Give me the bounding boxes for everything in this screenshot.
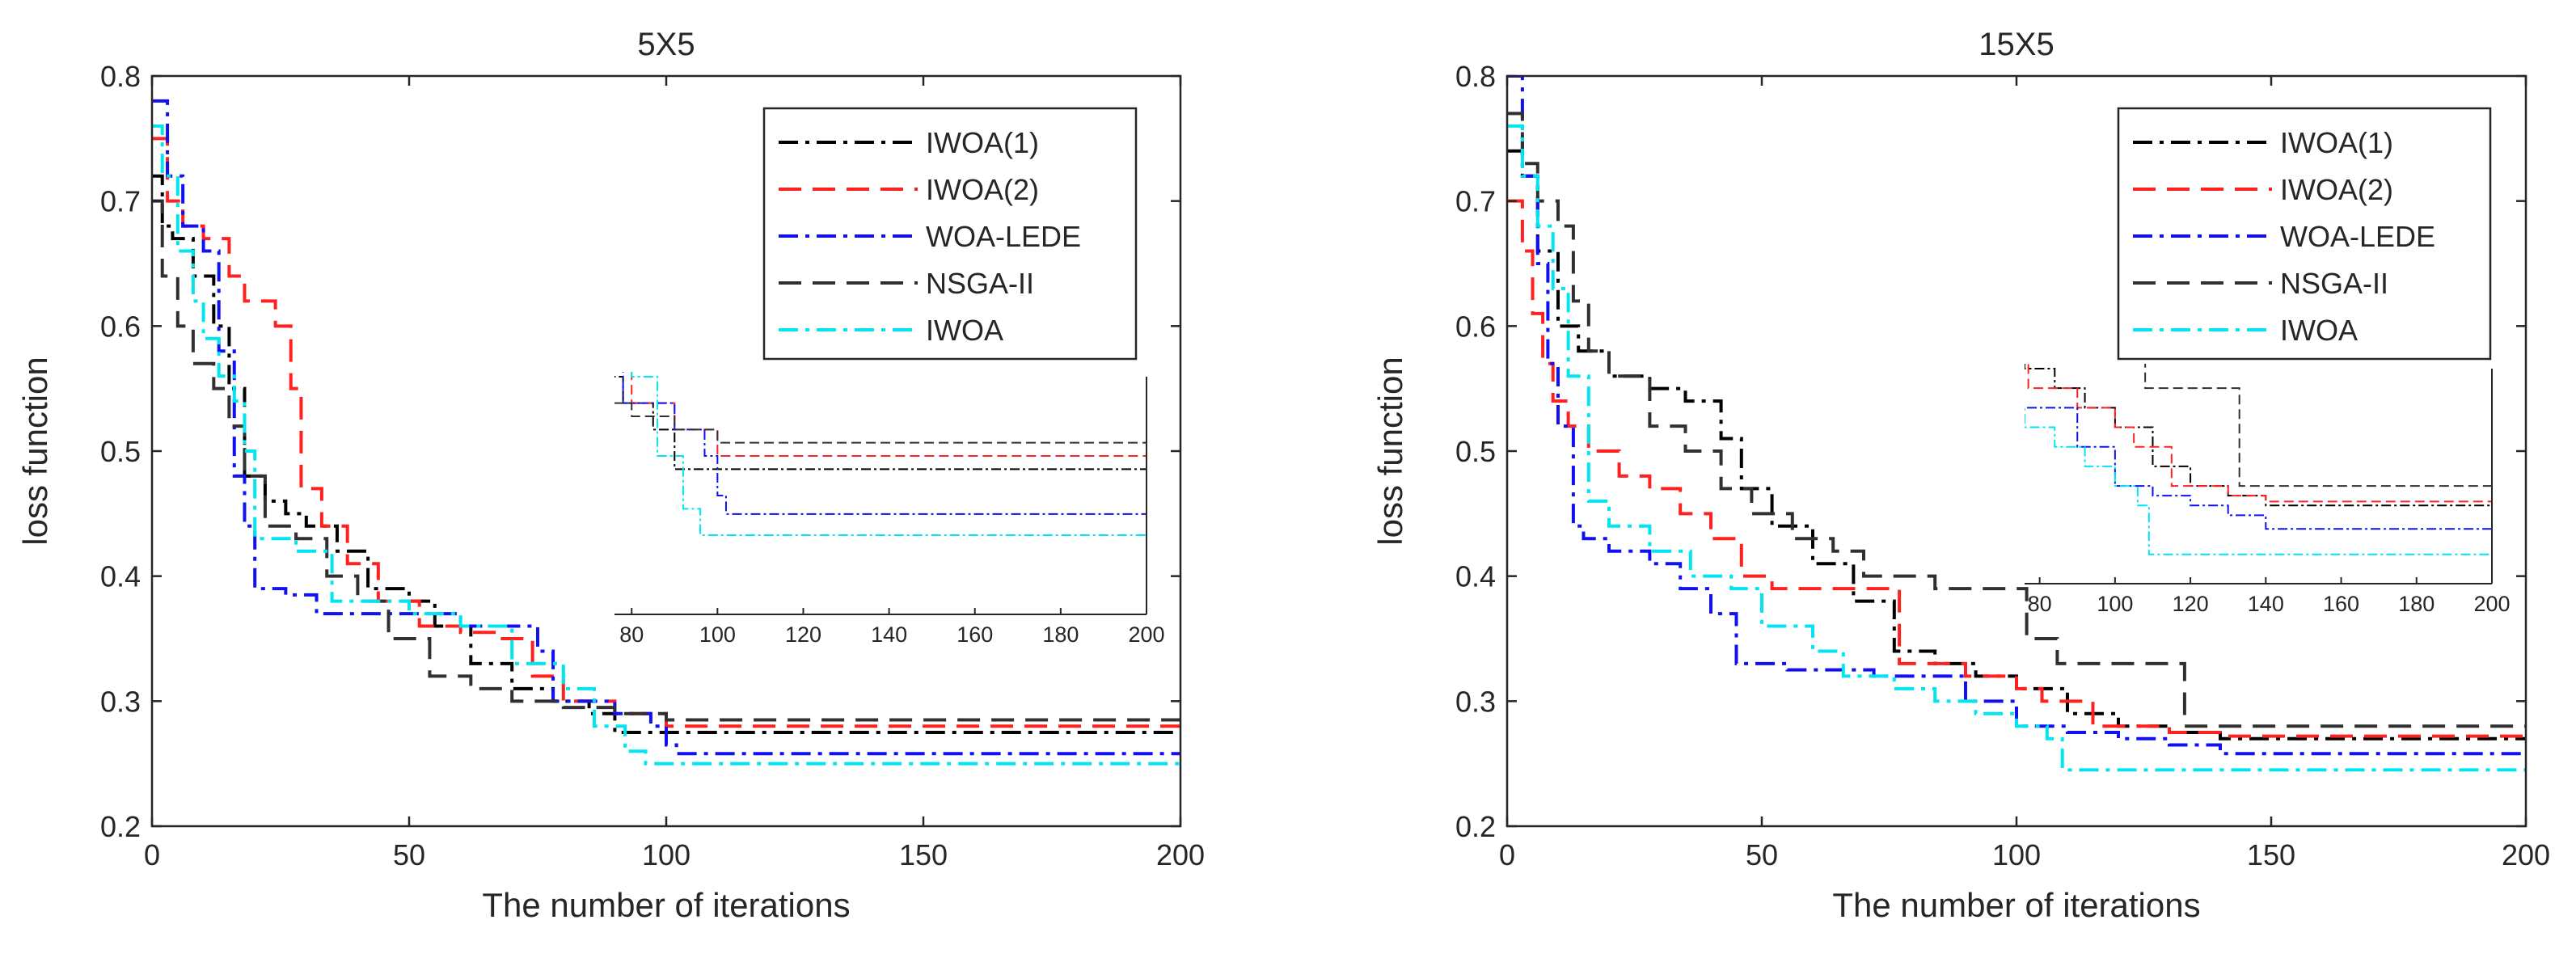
legend-entry: IWOA(1) (926, 126, 1039, 159)
inset-background (614, 370, 1147, 614)
y-tick-label: 0.8 (1455, 60, 1496, 93)
series-line-4 (152, 124, 1180, 766)
inset-x-tick-label: 180 (1042, 622, 1079, 647)
inset-line-2 (622, 372, 1147, 515)
x-tick-label: 150 (2247, 838, 2295, 871)
legend-entry: IWOA(2) (926, 173, 1039, 206)
inset-x-tick-label: 160 (2323, 592, 2359, 616)
x-axis-label: The number of iterations (482, 886, 850, 924)
inset-line-1 (2027, 364, 2492, 503)
inset-line-3 (614, 402, 1147, 444)
y-tick-label: 0.5 (1455, 435, 1496, 468)
chart-0: 0 50 100 150 200 0.2 0.3 0.4 0.5 0.6 0.7 0.8 5X5 The … (16, 27, 1205, 924)
series-lines (1507, 76, 2526, 772)
y-tick-label: 0.8 (100, 60, 141, 93)
x-tick-label: 0 (144, 838, 160, 871)
y-tick-label: 0.6 (100, 310, 141, 343)
inset-background (2025, 362, 2492, 584)
x-axis-label: The number of iterations (1832, 886, 2200, 924)
chart-title: 5X5 (637, 27, 695, 62)
series-line-2 (1507, 76, 2526, 756)
inset-x-tick-label: 160 (956, 622, 993, 647)
series-line-4 (1507, 124, 2526, 772)
inset-x-tick-label: 200 (2473, 592, 2510, 616)
series-lines (152, 99, 1180, 766)
x-tick-label: 50 (393, 838, 425, 871)
x-tick-label: 150 (899, 838, 948, 871)
legend-entry: IWOA (2280, 314, 2358, 347)
inset-x-tick-label: 200 (1128, 622, 1164, 647)
x-tick-label: 200 (2502, 838, 2550, 871)
y-axis-label: loss function (1371, 357, 1409, 545)
inset-lines (2025, 364, 2492, 555)
chart-1: 0 50 100 150 200 0.2 0.3 0.4 0.5 0.6 0.7 0.8 15X5 The… (1371, 27, 2550, 924)
legend-entry: WOA-LEDE (2280, 220, 2435, 253)
y-tick-label: 0.5 (100, 435, 141, 468)
x-tick-label: 0 (1499, 838, 1515, 871)
series-line-1 (152, 137, 1180, 728)
y-tick-label: 0.2 (1455, 810, 1496, 843)
legend-entry: NSGA-II (2280, 267, 2388, 300)
inset-x-tick-label: 140 (871, 622, 907, 647)
inset: 80 100 120 140 160 180 200 (614, 370, 1165, 647)
chart-title: 15X5 (1978, 27, 2054, 62)
inset: 80 100 120 140 160 180 200 (2025, 362, 2511, 616)
y-tick-label: 0.2 (100, 810, 141, 843)
legend-entry: IWOA(2) (2280, 173, 2393, 206)
series-line-3 (1507, 112, 2526, 728)
inset-x-tick-label: 80 (2028, 592, 2052, 616)
y-tick-label: 0.3 (1455, 685, 1496, 718)
y-tick-label: 0.4 (100, 560, 141, 593)
series-line-2 (152, 99, 1180, 756)
y-tick-label: 0.6 (1455, 310, 1496, 343)
inset-x-tick-label: 120 (785, 622, 821, 647)
series-line-0 (152, 174, 1180, 734)
x-tick-label: 100 (1992, 838, 2041, 871)
legend: IWOA(1) IWOA(2) WOA-LEDE NSGA-II IWOA (762, 107, 1138, 361)
inset-x-tick-label: 140 (2248, 592, 2284, 616)
x-tick-label: 50 (1746, 838, 1778, 871)
y-tick-label: 0.4 (1455, 560, 1496, 593)
inset-x-tick-label: 100 (2097, 592, 2133, 616)
y-tick-label: 0.3 (100, 685, 141, 718)
y-axis-label: loss function (16, 357, 54, 545)
inset-x-tick-label: 100 (699, 622, 736, 647)
x-tick-label: 100 (642, 838, 690, 871)
legend-box (762, 107, 1138, 361)
inset-x-tick-label: 80 (619, 622, 644, 647)
legend-entry: NSGA-II (926, 267, 1034, 300)
legend: IWOA(1) IWOA(2) WOA-LEDE NSGA-II IWOA (2117, 107, 2492, 361)
legend-box (2117, 107, 2492, 361)
inset-x-tick-label: 120 (2173, 592, 2209, 616)
inset-lines (614, 372, 1147, 536)
y-tick-label: 0.7 (100, 185, 141, 218)
x-tick-label: 200 (1156, 838, 1205, 871)
series-line-3 (152, 199, 1180, 722)
inset-line-4 (631, 372, 1147, 536)
y-tick-label: 0.7 (1455, 185, 1496, 218)
legend-entry: WOA-LEDE (926, 220, 1081, 253)
inset-x-tick-label: 180 (2398, 592, 2435, 616)
inset-line-4 (2025, 407, 2492, 555)
legend-entry: IWOA (926, 314, 1003, 347)
legend-entry: IWOA(1) (2280, 126, 2393, 159)
